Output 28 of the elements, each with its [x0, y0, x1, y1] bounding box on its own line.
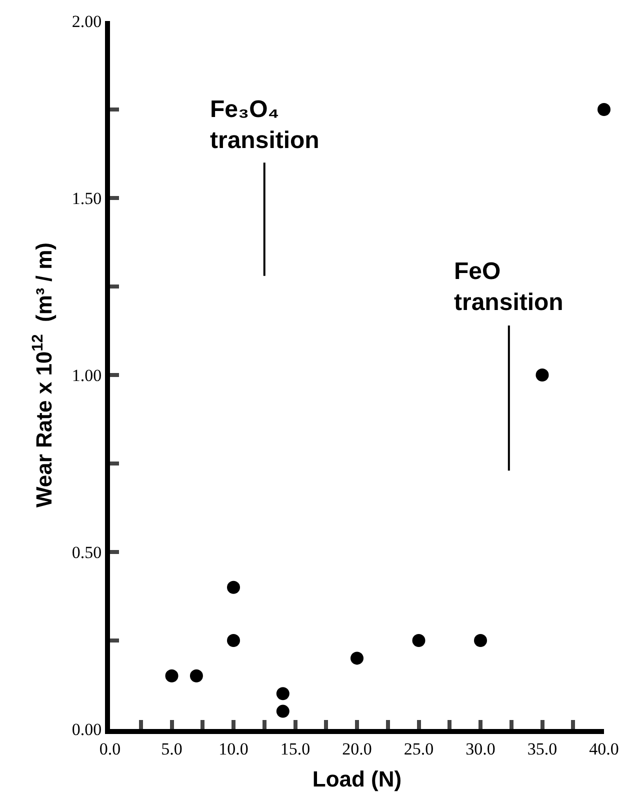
point — [598, 103, 610, 116]
point — [227, 634, 240, 647]
y-tick-label: 0.00 — [72, 720, 102, 739]
point — [276, 687, 290, 700]
ref-line-label: FeO transition — [454, 258, 564, 316]
x-tick-label: 25.0 — [404, 739, 434, 758]
point — [350, 652, 364, 665]
y-tick-label: 1.50 — [72, 188, 102, 208]
point — [536, 368, 549, 382]
point — [474, 634, 487, 647]
point — [276, 704, 290, 718]
point — [165, 669, 178, 682]
x-tick-label: 5.0 — [161, 739, 182, 758]
x-tick-label: 15.0 — [280, 739, 310, 758]
x-tick-label: 40.0 — [589, 739, 619, 758]
x-tick-label: 30.0 — [466, 739, 496, 758]
y-tick-label: 0.50 — [72, 542, 102, 562]
x-tick-label: 20.0 — [342, 739, 372, 758]
point — [227, 580, 240, 594]
point — [412, 634, 426, 647]
ref-line-label: Fe₃O₄ transition — [210, 96, 320, 154]
x-tick-label: 35.0 — [527, 739, 558, 758]
point — [190, 669, 203, 682]
y-tick-label: 1.00 — [72, 366, 102, 385]
x-tick-label: 0.0 — [99, 739, 121, 758]
y-tick-label: 2.00 — [72, 12, 102, 31]
x-tick-label: 10.0 — [218, 739, 248, 758]
x-axis-title: Load (N) — [312, 766, 402, 792]
